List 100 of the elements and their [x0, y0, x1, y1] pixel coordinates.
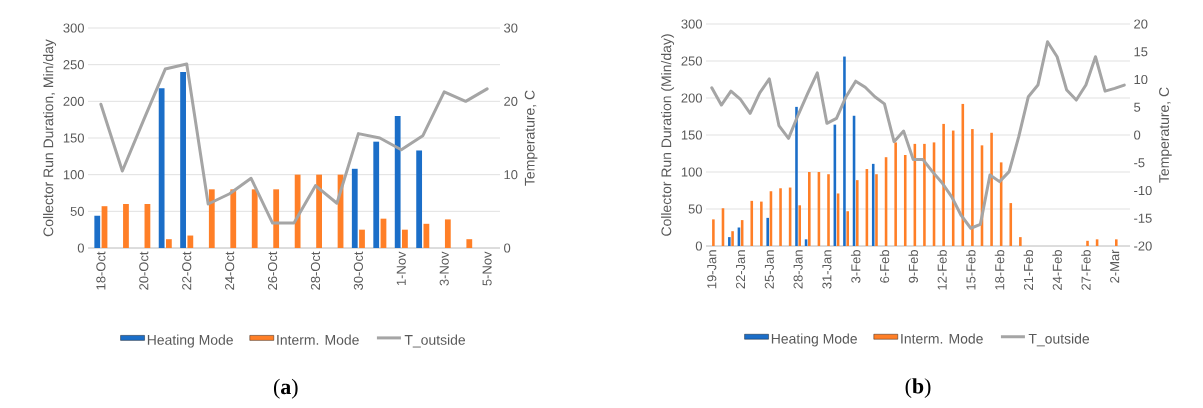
bar: [158, 88, 165, 248]
y-axis-title: Collector Run Duration (Min/day): [661, 34, 675, 236]
bar: [208, 189, 215, 248]
y2-tick-label: 30: [504, 23, 518, 33]
y-tick-label: 300: [63, 23, 84, 33]
x-tick-label: 22-Jan: [735, 250, 746, 289]
bar: [294, 174, 301, 248]
legend-label: T_outside: [1028, 333, 1090, 347]
y2-tick-label: 0: [1134, 130, 1141, 140]
legend-label: Interm. Mode: [277, 334, 359, 345]
bar: [750, 200, 754, 246]
bar: [359, 229, 365, 248]
line-series: [710, 40, 1126, 230]
bar: [351, 168, 358, 248]
bar: [798, 205, 802, 246]
y2-tick-label: -5: [1134, 158, 1145, 168]
bar: [871, 163, 875, 246]
bar: [855, 180, 859, 246]
bar: [827, 174, 830, 246]
x-tick-label: 3-Feb: [850, 250, 861, 283]
x-tick-label: 30-Oct: [353, 251, 363, 290]
y2-tick-label: 5: [1134, 102, 1141, 112]
legend-label: Interm. Mode: [901, 333, 983, 344]
x-tick-label: 25-Jan: [764, 250, 774, 289]
x-tick-label: 27-Feb: [1081, 250, 1091, 290]
y-tick-label: 0: [695, 241, 702, 251]
bar: [760, 201, 763, 246]
bar: [903, 154, 907, 246]
y-tick-label: 150: [681, 130, 702, 140]
y2-tick-label: -10: [1134, 185, 1152, 196]
bar: [728, 237, 731, 246]
bar: [373, 141, 380, 248]
bar: [423, 223, 430, 248]
bar: [251, 189, 258, 248]
bar: [731, 231, 734, 246]
y2-tick-label: 10: [1134, 74, 1148, 85]
bar: [94, 215, 101, 248]
bar: [444, 219, 451, 248]
x-tick-label: 15-Feb: [966, 250, 976, 290]
bar: [894, 142, 897, 246]
x-tick-label: 3-Nov: [439, 251, 449, 286]
y2-tick-label: -20: [1134, 241, 1152, 251]
y2-tick-label: 15: [1134, 47, 1148, 57]
legend-label: Heating Mode: [147, 334, 233, 348]
bar: [1019, 237, 1022, 246]
legend-label: Heating Mode: [771, 333, 857, 347]
x-tick-label: 6-Feb: [879, 250, 890, 283]
bar: [1115, 239, 1118, 246]
y-tick-label: 0: [77, 243, 84, 253]
y-tick-label: 50: [70, 206, 84, 216]
bar: [951, 130, 955, 246]
bar: [416, 150, 423, 248]
bar: [316, 174, 322, 248]
x-tick-label: 18-Feb: [994, 250, 1005, 290]
x-tick-label: 22-Oct: [182, 251, 192, 290]
bar: [123, 204, 129, 248]
y-tick-label: 100: [63, 170, 84, 180]
y-tick-label: 50: [688, 204, 702, 214]
y2-axis-title: Temperature, C: [524, 90, 538, 186]
y2-tick-label: 0: [504, 243, 511, 253]
text: (b): [905, 378, 931, 399]
y2-tick-label: 10: [504, 170, 518, 180]
x-tick-label: 24-Feb: [1052, 250, 1062, 290]
x-tick-label: 31-Jan: [822, 250, 832, 289]
text: (a): [273, 378, 298, 399]
x-tick-label: 26-Oct: [267, 251, 278, 290]
bar: [187, 235, 194, 248]
legend-label: T_outside: [404, 334, 466, 348]
y2-tick-label: 20: [1134, 19, 1148, 29]
y-tick-label: 250: [63, 60, 84, 70]
bar: [466, 239, 473, 248]
x-tick-label: 5-Nov: [482, 251, 492, 286]
bar: [923, 143, 926, 246]
bar: [942, 123, 945, 246]
y-tick-label: 300: [681, 19, 702, 29]
bar: [1009, 203, 1013, 246]
y2-axis-title: Temperature, C: [1159, 87, 1172, 183]
x-tick-label: 9-Feb: [908, 250, 918, 283]
y-tick-label: 100: [681, 167, 702, 177]
bar: [779, 188, 782, 246]
y2-tick-label: -15: [1134, 213, 1152, 223]
x-tick-label: 12-Feb: [937, 250, 947, 290]
bar: [795, 106, 798, 246]
line-series: [99, 62, 489, 225]
x-tick-label: 28-Jan: [793, 250, 803, 289]
x-tick-label: 24-Oct: [225, 251, 235, 290]
bar: [402, 229, 408, 248]
bar: [875, 174, 878, 246]
x-tick-label: 28-Oct: [310, 251, 321, 290]
y-tick-label: 150: [63, 133, 84, 143]
bar: [1086, 240, 1089, 246]
bar: [180, 72, 186, 248]
bar: [846, 211, 849, 246]
y-tick-label: 200: [681, 93, 702, 103]
bar: [273, 189, 280, 248]
x-tick-label: 19-Jan: [707, 250, 717, 289]
bar: [394, 116, 401, 248]
x-tick-label: 2-Mar: [1110, 249, 1120, 283]
bar: [843, 56, 846, 246]
bar: [766, 217, 770, 246]
